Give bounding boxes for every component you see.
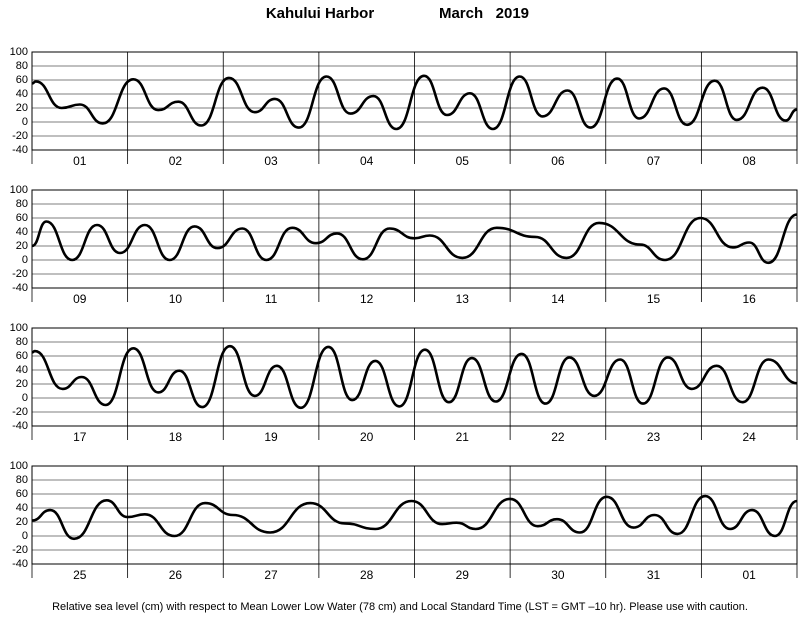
plot-frame bbox=[31, 327, 798, 427]
y-tick-label: 100 bbox=[10, 46, 28, 58]
x-tick-label: 20 bbox=[360, 430, 374, 444]
x-tick-label: 24 bbox=[743, 430, 757, 444]
x-tick-label: 02 bbox=[169, 154, 183, 168]
x-tick-label: 18 bbox=[169, 430, 183, 444]
y-tick-label: -20 bbox=[12, 130, 28, 142]
footnote: Relative sea level (cm) with respect to … bbox=[52, 601, 748, 613]
chart-title: Kahului Harbor bbox=[266, 5, 375, 22]
x-tick-label: 04 bbox=[360, 154, 374, 168]
tide-line bbox=[31, 213, 798, 265]
y-tick-label: 40 bbox=[16, 364, 28, 376]
x-tick-label: 15 bbox=[647, 292, 661, 306]
y-tick-label: 60 bbox=[16, 350, 28, 362]
y-tick-label: 20 bbox=[16, 516, 28, 528]
y-tick-label: -40 bbox=[12, 420, 28, 432]
x-tick-label: 13 bbox=[456, 292, 470, 306]
x-tick-label: 01 bbox=[743, 568, 757, 582]
x-tick-label: 29 bbox=[456, 568, 470, 582]
x-tick-label: 14 bbox=[551, 292, 565, 306]
x-tick-label: 19 bbox=[264, 430, 278, 444]
y-tick-label: -20 bbox=[12, 544, 28, 556]
x-tick-label: 07 bbox=[647, 154, 661, 168]
x-tick-label: 11 bbox=[265, 292, 278, 306]
y-tick-label: 80 bbox=[16, 336, 28, 348]
y-tick-label: -20 bbox=[12, 406, 28, 418]
x-tick-label: 28 bbox=[360, 568, 374, 582]
y-tick-label: 40 bbox=[16, 226, 28, 238]
x-tick-label: 10 bbox=[169, 292, 183, 306]
x-tick-label: 17 bbox=[73, 430, 87, 444]
tide-line bbox=[31, 344, 798, 410]
y-tick-label: -20 bbox=[12, 268, 28, 280]
x-tick-label: 26 bbox=[169, 568, 183, 582]
x-tick-label: 03 bbox=[264, 154, 278, 168]
x-tick-label: 22 bbox=[551, 430, 565, 444]
y-tick-label: 80 bbox=[16, 198, 28, 210]
x-tick-label: 31 bbox=[647, 568, 661, 582]
y-tick-label: -40 bbox=[12, 558, 28, 570]
x-tick-label: 09 bbox=[73, 292, 87, 306]
y-tick-label: 100 bbox=[10, 184, 28, 196]
y-tick-label: 60 bbox=[16, 212, 28, 224]
y-tick-label: 20 bbox=[16, 102, 28, 114]
x-tick-label: 16 bbox=[743, 292, 757, 306]
y-tick-label: 40 bbox=[16, 502, 28, 514]
y-tick-label: 80 bbox=[16, 60, 28, 72]
x-tick-label: 05 bbox=[456, 154, 470, 168]
x-tick-label: 27 bbox=[264, 568, 278, 582]
plot-frame bbox=[31, 465, 798, 565]
chart-subtitle: March 2019 bbox=[439, 5, 529, 22]
y-tick-label: 80 bbox=[16, 474, 28, 486]
x-tick-label: 08 bbox=[743, 154, 757, 168]
y-tick-label: 0 bbox=[22, 254, 28, 266]
y-tick-label: 0 bbox=[22, 530, 28, 542]
x-tick-label: 12 bbox=[360, 292, 374, 306]
x-tick-label: 06 bbox=[551, 154, 565, 168]
y-tick-label: 100 bbox=[10, 460, 28, 472]
plot-frame bbox=[31, 51, 798, 151]
y-tick-label: -40 bbox=[12, 282, 28, 294]
y-tick-label: 20 bbox=[16, 378, 28, 390]
tide-line bbox=[31, 74, 798, 131]
x-tick-label: 23 bbox=[647, 430, 661, 444]
x-tick-label: 01 bbox=[73, 154, 87, 168]
y-tick-label: 60 bbox=[16, 74, 28, 86]
y-tick-label: 0 bbox=[22, 392, 28, 404]
y-tick-label: 60 bbox=[16, 488, 28, 500]
y-tick-label: 100 bbox=[10, 322, 28, 334]
y-tick-label: 40 bbox=[16, 88, 28, 100]
x-tick-label: 25 bbox=[73, 568, 87, 582]
plot-frame bbox=[31, 189, 798, 289]
y-tick-label: 20 bbox=[16, 240, 28, 252]
tide-line bbox=[31, 494, 798, 541]
y-tick-label: 0 bbox=[22, 116, 28, 128]
y-tick-label: -40 bbox=[12, 144, 28, 156]
x-tick-label: 30 bbox=[551, 568, 565, 582]
x-tick-label: 21 bbox=[456, 430, 470, 444]
